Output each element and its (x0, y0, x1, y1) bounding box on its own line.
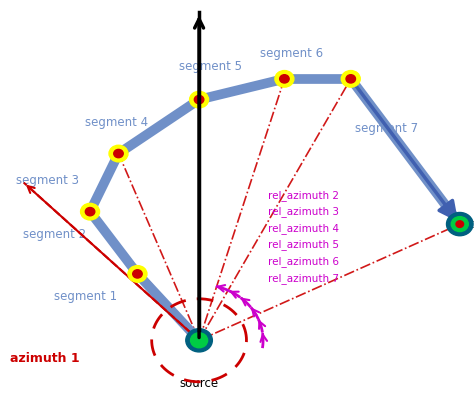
Text: rel_azimuth 4: rel_azimuth 4 (268, 223, 339, 234)
Circle shape (114, 149, 123, 158)
Text: target: target (469, 217, 474, 231)
Circle shape (191, 333, 208, 348)
Text: rel_azimuth 2: rel_azimuth 2 (268, 190, 339, 200)
Circle shape (186, 329, 212, 352)
Circle shape (456, 221, 464, 227)
Text: segment 7: segment 7 (355, 122, 418, 135)
Circle shape (190, 91, 209, 108)
Circle shape (194, 95, 204, 104)
Text: azimuth 1: azimuth 1 (10, 352, 80, 366)
Circle shape (275, 71, 294, 87)
Circle shape (451, 217, 468, 232)
Text: rel_azimuth 3: rel_azimuth 3 (268, 206, 339, 217)
Circle shape (346, 75, 356, 83)
Text: rel_azimuth 5: rel_azimuth 5 (268, 239, 339, 250)
Circle shape (280, 75, 289, 83)
Text: rel_azimuth 7: rel_azimuth 7 (268, 273, 339, 283)
Text: source: source (180, 377, 219, 391)
Circle shape (128, 266, 147, 282)
Text: segment 1: segment 1 (54, 290, 117, 303)
Circle shape (81, 203, 100, 220)
Text: segment 4: segment 4 (84, 116, 148, 129)
Circle shape (341, 71, 360, 87)
Text: segment 6: segment 6 (260, 47, 323, 61)
Text: segment 3: segment 3 (16, 174, 79, 187)
Text: rel_azimuth 6: rel_azimuth 6 (268, 256, 339, 267)
Circle shape (109, 145, 128, 162)
Circle shape (133, 270, 142, 278)
Text: segment 5: segment 5 (180, 60, 242, 73)
Text: segment 2: segment 2 (23, 228, 86, 241)
Circle shape (447, 212, 473, 236)
Circle shape (85, 208, 95, 216)
